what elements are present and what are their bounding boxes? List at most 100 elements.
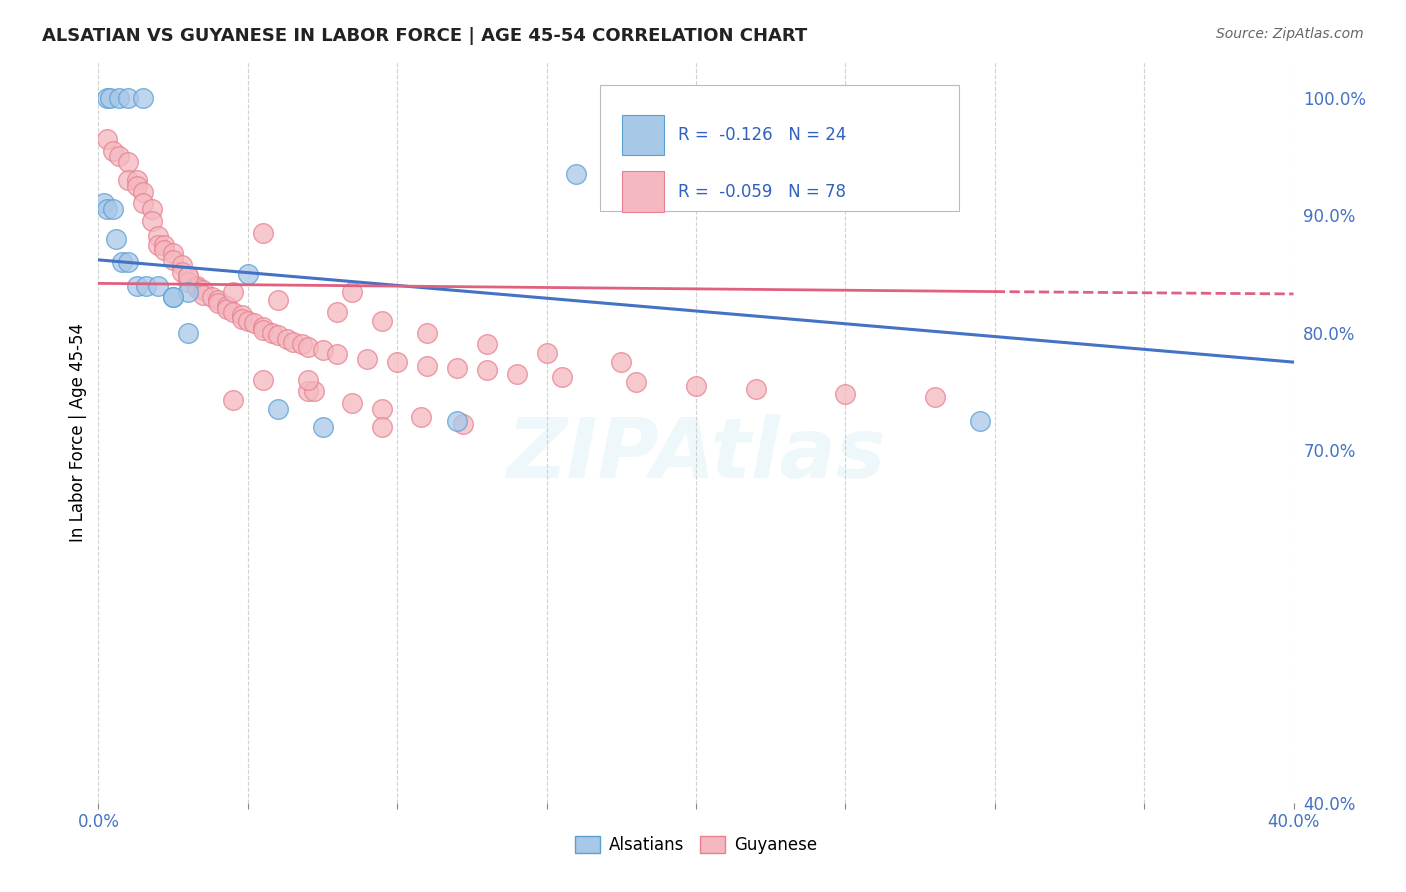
Point <box>297 373 319 387</box>
Point <box>103 202 125 217</box>
Point <box>127 278 149 293</box>
Point <box>342 396 364 410</box>
Point <box>96 132 118 146</box>
Point <box>207 293 229 307</box>
Point <box>610 355 633 369</box>
Point <box>371 419 394 434</box>
Point <box>231 311 253 326</box>
Point <box>267 293 290 307</box>
Point <box>186 281 208 295</box>
Point <box>451 417 474 432</box>
Point <box>311 419 333 434</box>
Point <box>302 384 325 399</box>
Point <box>371 402 394 417</box>
Point <box>267 328 290 343</box>
Point <box>267 402 290 417</box>
Point <box>745 382 768 396</box>
Point <box>132 91 155 105</box>
Point <box>191 288 214 302</box>
Point <box>148 278 170 293</box>
Point <box>96 91 118 105</box>
Point <box>215 299 238 313</box>
Point <box>108 91 131 105</box>
Point <box>177 285 200 299</box>
Point <box>186 278 208 293</box>
Point <box>201 290 224 304</box>
Point <box>565 167 588 181</box>
FancyBboxPatch shape <box>621 115 664 155</box>
Point <box>191 284 214 298</box>
Point <box>148 237 170 252</box>
Point <box>252 323 274 337</box>
Text: ALSATIAN VS GUYANESE IN LABOR FORCE | AGE 45-54 CORRELATION CHART: ALSATIAN VS GUYANESE IN LABOR FORCE | AG… <box>42 27 807 45</box>
Point <box>385 355 409 369</box>
Point <box>626 375 648 389</box>
Point <box>108 149 131 163</box>
Point <box>177 269 200 284</box>
Y-axis label: In Labor Force | Age 45-54: In Labor Force | Age 45-54 <box>69 323 87 542</box>
Point <box>153 237 176 252</box>
Point <box>162 252 184 267</box>
Point <box>98 91 122 105</box>
Point <box>127 173 149 187</box>
Text: Source: ZipAtlas.com: Source: ZipAtlas.com <box>1216 27 1364 41</box>
Point <box>252 373 274 387</box>
Point <box>222 392 245 407</box>
Point <box>969 414 991 428</box>
Point <box>148 229 170 244</box>
Point <box>215 302 238 317</box>
Point <box>281 335 304 350</box>
Point <box>236 314 259 328</box>
Point <box>326 347 349 361</box>
Point <box>222 304 245 318</box>
Point <box>117 155 139 169</box>
Point <box>371 314 394 328</box>
Point <box>111 255 134 269</box>
Point <box>96 202 118 217</box>
FancyBboxPatch shape <box>600 85 959 211</box>
Point <box>411 410 433 425</box>
Point <box>135 278 157 293</box>
Point <box>132 185 155 199</box>
Point <box>834 387 856 401</box>
Point <box>236 267 259 281</box>
Point <box>172 265 194 279</box>
Point <box>276 332 298 346</box>
Point <box>536 345 558 359</box>
Point <box>252 319 274 334</box>
Point <box>177 269 200 284</box>
Point <box>117 173 139 187</box>
Point <box>172 258 194 272</box>
Text: R =  -0.059   N = 78: R = -0.059 N = 78 <box>678 183 846 201</box>
Text: ZIPAtlas: ZIPAtlas <box>506 414 886 495</box>
Point <box>177 275 200 289</box>
Legend: Alsatians, Guyanese: Alsatians, Guyanese <box>568 830 824 861</box>
Point <box>162 290 184 304</box>
FancyBboxPatch shape <box>621 171 664 212</box>
Point <box>141 214 163 228</box>
Point <box>222 285 245 299</box>
Point <box>252 226 274 240</box>
Point <box>260 326 283 340</box>
Point <box>93 196 115 211</box>
Point <box>506 367 529 381</box>
Point <box>103 144 125 158</box>
Point <box>127 178 149 193</box>
Point <box>117 255 139 269</box>
Point <box>416 359 439 373</box>
Point <box>207 296 229 310</box>
Point <box>231 308 253 322</box>
Point <box>550 370 572 384</box>
Point <box>291 337 314 351</box>
Point <box>475 363 498 377</box>
Point <box>326 304 349 318</box>
Point <box>311 343 333 358</box>
Point <box>117 91 139 105</box>
Point <box>105 232 128 246</box>
Point <box>356 351 378 366</box>
Point <box>162 290 184 304</box>
Point <box>243 316 266 330</box>
Point <box>297 340 319 354</box>
Point <box>685 378 707 392</box>
Point <box>132 196 155 211</box>
